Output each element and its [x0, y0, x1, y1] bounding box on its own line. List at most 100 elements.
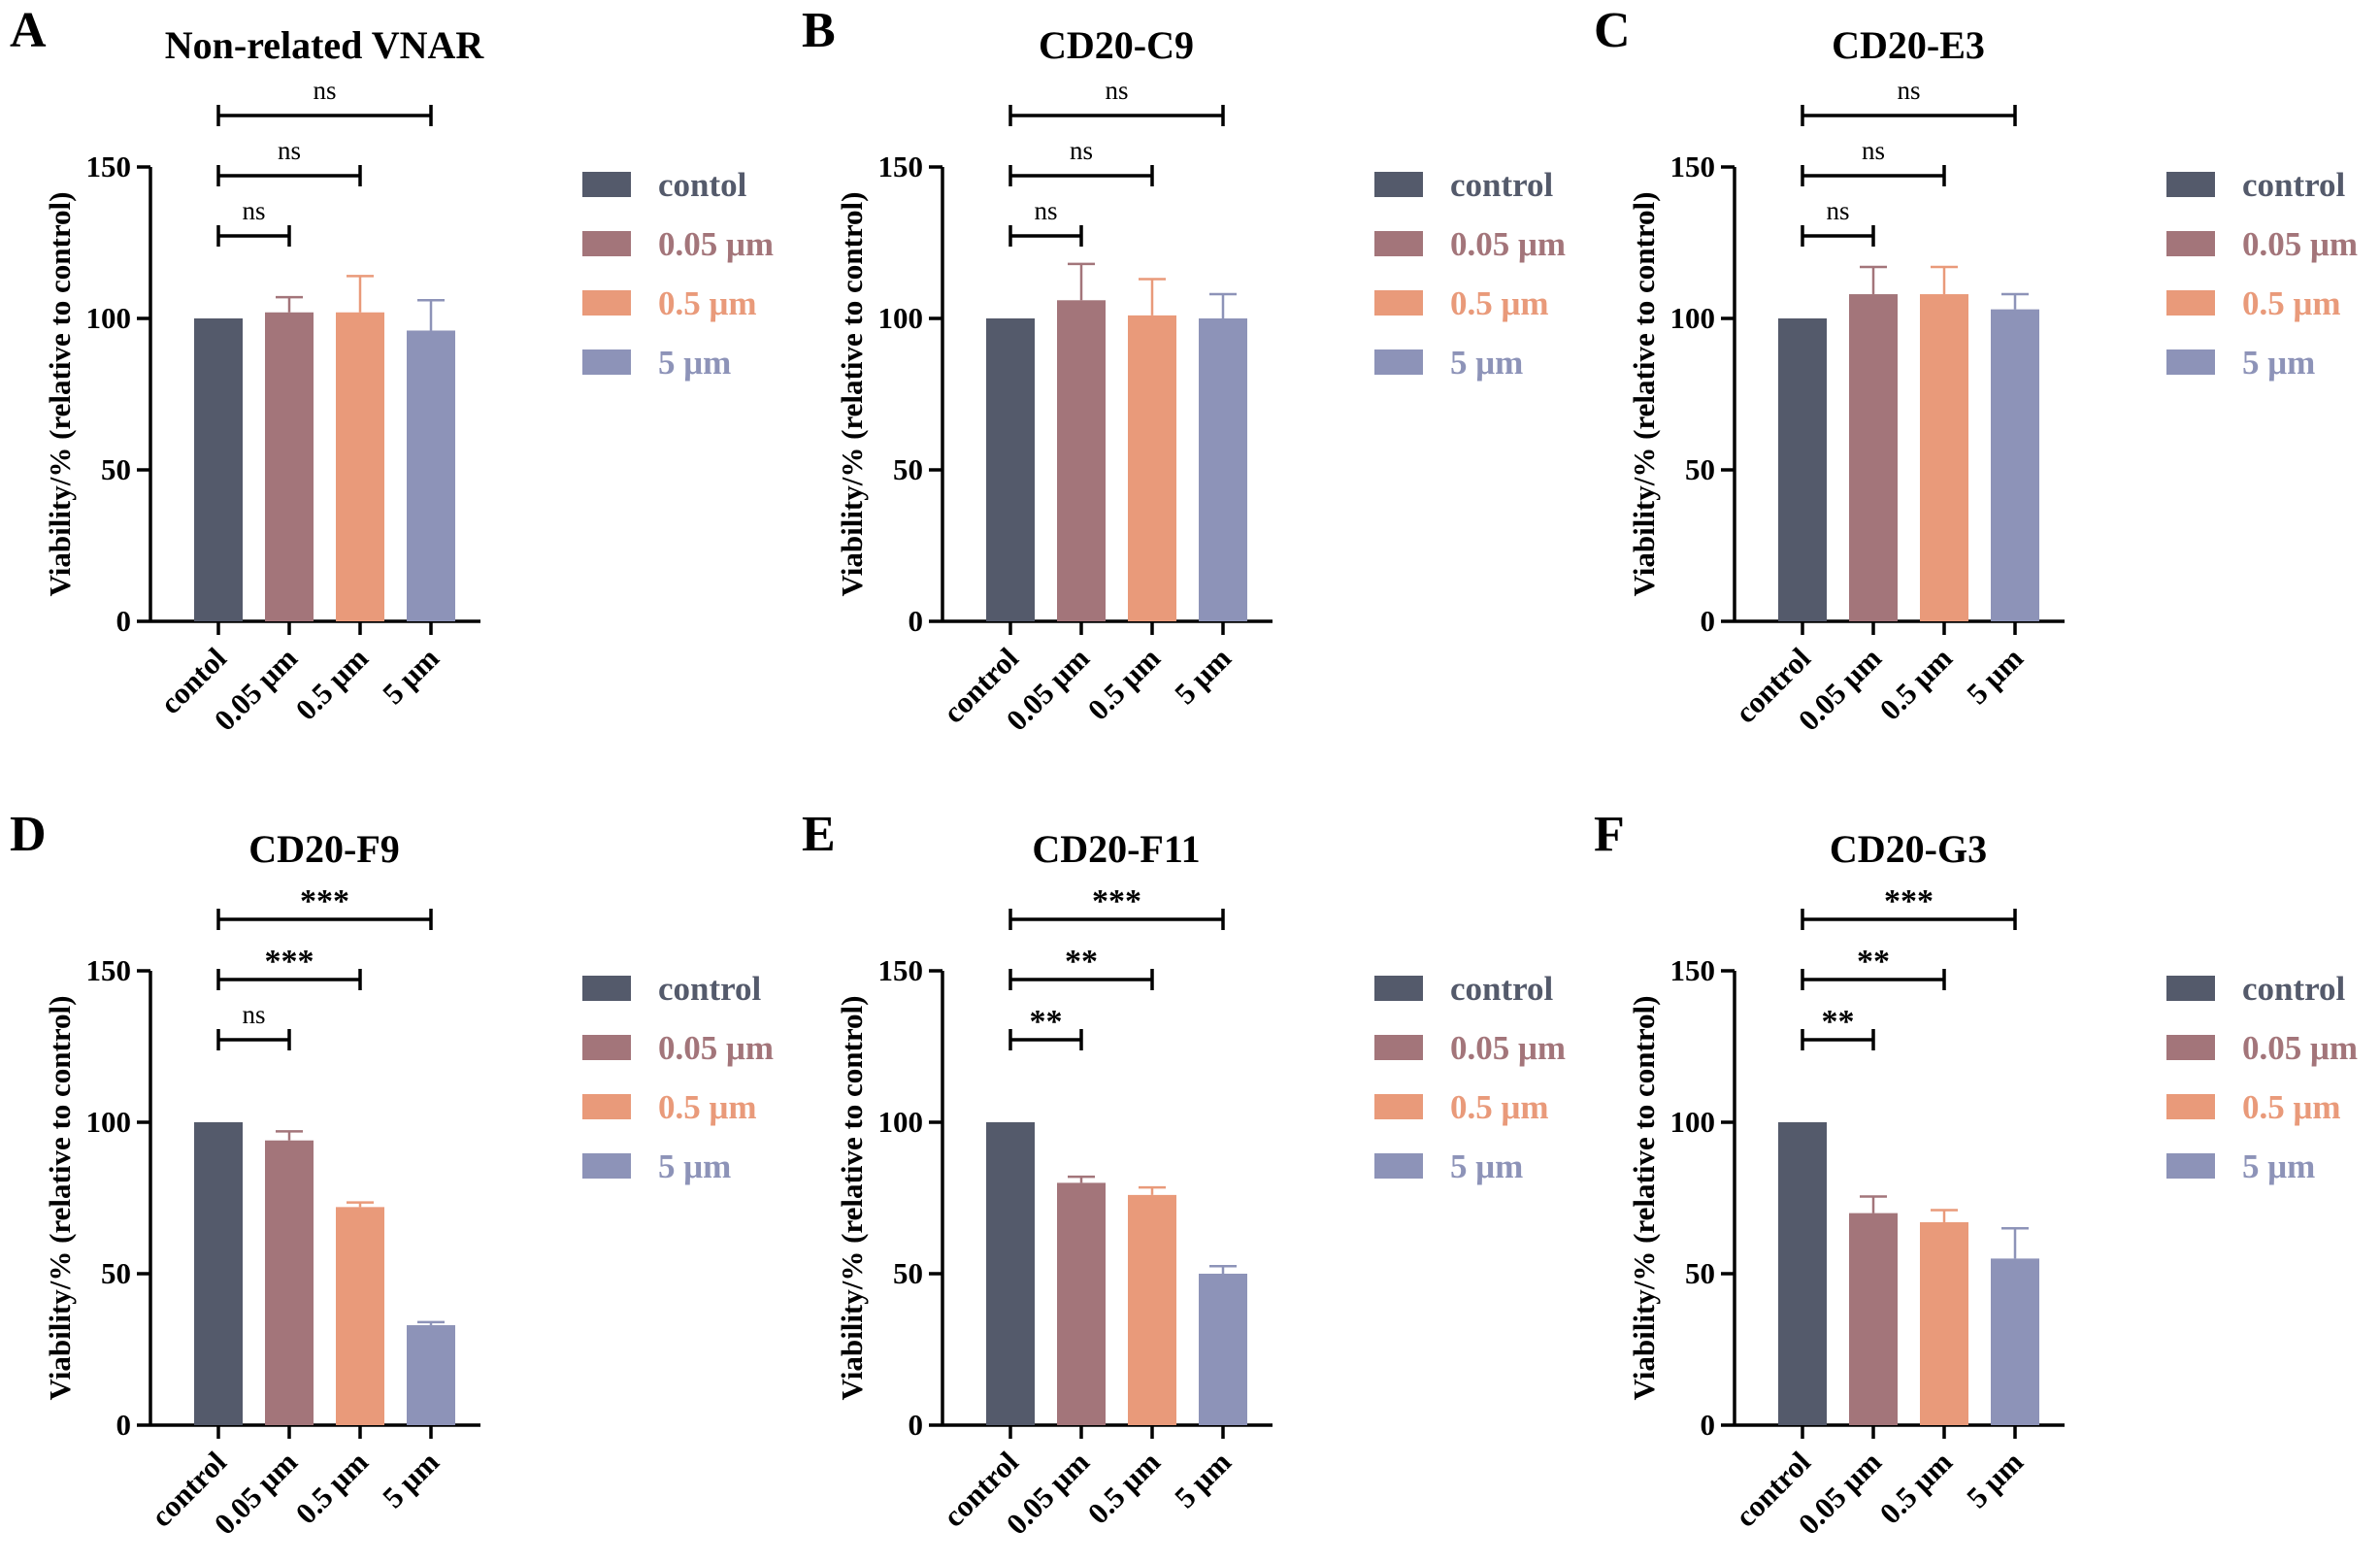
- y-tick-label: 50: [101, 452, 131, 486]
- legend-swatch: [1374, 231, 1423, 256]
- x-tick-label: 5 μm: [1168, 641, 1238, 711]
- y-tick-label: 150: [878, 150, 924, 183]
- significance-label: ns: [1826, 196, 1849, 225]
- y-tick-label: 100: [1670, 1105, 1716, 1139]
- bar: [407, 330, 455, 621]
- x-tick-label: 5 μm: [376, 1445, 446, 1514]
- significance-label: ns: [1034, 196, 1057, 225]
- chart-title: CD20-F11: [1032, 827, 1200, 871]
- legend-label: 0.05 μm: [1450, 225, 1566, 263]
- chart-title: CD20-G3: [1830, 827, 1987, 871]
- significance-label: ***: [1092, 883, 1141, 919]
- legend-swatch: [2166, 1035, 2215, 1060]
- legend-swatch: [2166, 172, 2215, 197]
- legend-swatch: [1374, 1153, 1423, 1179]
- bar: [1778, 1122, 1827, 1425]
- bar: [986, 1122, 1035, 1425]
- legend-swatch: [2166, 1094, 2215, 1119]
- legend-swatch: [1374, 1094, 1423, 1119]
- y-axis-label: Viability/% (relative to control): [1627, 996, 1661, 1401]
- chart-panel-d: D CD20-F9 Viability/% (relative to control…: [10, 807, 774, 1541]
- legend-label: 0.5 μm: [2242, 284, 2341, 322]
- significance-label: ns: [1862, 136, 1885, 165]
- legend-swatch: [582, 1094, 631, 1119]
- bar: [1849, 1213, 1898, 1425]
- significance-label: **: [1857, 944, 1890, 980]
- y-tick-label: 150: [878, 953, 924, 987]
- legend-label: 5 μm: [658, 344, 731, 382]
- legend-swatch: [2166, 290, 2215, 316]
- bar: [265, 312, 314, 621]
- y-tick-label: 150: [1670, 953, 1716, 987]
- legend-label: control: [2242, 970, 2346, 1008]
- y-axis-label: Viability/% (relative to control): [1627, 192, 1661, 597]
- legend-label: 0.05 μm: [1450, 1029, 1566, 1067]
- x-tick-label: 5 μm: [1960, 641, 2030, 711]
- y-tick-label: 0: [116, 604, 132, 638]
- y-tick-label: 150: [86, 953, 132, 987]
- x-tick-label: 0.5 μm: [1081, 641, 1167, 726]
- x-tick-label: 5 μm: [1960, 1445, 2030, 1514]
- bar: [194, 318, 243, 621]
- legend-label: 0.05 μm: [2242, 1029, 2358, 1067]
- bar: [336, 312, 384, 621]
- chart-panel-c: C CD20-E3 Viability/% (relative to control…: [1594, 3, 2358, 737]
- legend-label: 0.5 μm: [1450, 284, 1549, 322]
- legend-swatch: [582, 231, 631, 256]
- panel-letter: C: [1594, 3, 1631, 58]
- legend-label: control: [2242, 166, 2346, 204]
- panel-letter: D: [10, 807, 47, 862]
- legend-swatch: [582, 290, 631, 316]
- panel-letter: F: [1594, 807, 1625, 862]
- significance-label: ns: [242, 196, 265, 225]
- chart-panel-a: A Non-related VNAR Viability/% (relative t…: [10, 3, 774, 737]
- chart-title: CD20-E3: [1832, 23, 1985, 67]
- y-axis-label: Viability/% (relative to control): [835, 192, 869, 597]
- y-tick-label: 50: [893, 452, 923, 486]
- legend-label: 0.5 μm: [2242, 1088, 2341, 1126]
- significance-label: **: [1065, 944, 1098, 980]
- legend-label: 0.5 μm: [658, 284, 757, 322]
- y-tick-label: 0: [116, 1408, 132, 1442]
- bar: [1128, 315, 1176, 621]
- bar: [1920, 1221, 1968, 1425]
- legend-swatch: [582, 1035, 631, 1060]
- legend-label: contol: [658, 166, 747, 204]
- x-tick-label: 0.5 μm: [1873, 641, 1959, 726]
- bar: [1057, 300, 1106, 621]
- legend-label: 0.5 μm: [658, 1088, 757, 1126]
- bar: [1057, 1182, 1106, 1425]
- chart-panel-e: E CD20-F11 Viability/% (relative to contro…: [802, 807, 1566, 1541]
- y-axis-label: Viability/% (relative to control): [835, 996, 869, 1401]
- y-tick-label: 100: [86, 1105, 132, 1139]
- significance-label: ***: [265, 944, 314, 980]
- legend-label: 5 μm: [658, 1147, 731, 1185]
- panel-letter: A: [10, 3, 47, 58]
- legend-swatch: [1374, 1035, 1423, 1060]
- chart-panel-f: F CD20-G3 Viability/% (relative to control…: [1594, 807, 2358, 1541]
- chart-title: CD20-F9: [248, 827, 400, 871]
- y-tick-label: 100: [1670, 301, 1716, 335]
- x-tick-label: 5 μm: [376, 641, 446, 711]
- bar: [265, 1140, 314, 1425]
- y-tick-label: 0: [1701, 1408, 1716, 1442]
- legend-swatch: [1374, 172, 1423, 197]
- y-tick-label: 50: [1685, 452, 1715, 486]
- bar: [1920, 294, 1968, 621]
- legend-swatch: [582, 349, 631, 375]
- bar: [1199, 1274, 1247, 1425]
- x-tick-label: 0.5 μm: [1081, 1445, 1167, 1530]
- y-tick-label: 150: [1670, 150, 1716, 183]
- legend-swatch: [582, 172, 631, 197]
- legend-swatch: [2166, 231, 2215, 256]
- legend-label: 0.05 μm: [658, 1029, 774, 1067]
- legend-swatch: [582, 976, 631, 1001]
- chart-title: CD20-C9: [1039, 23, 1194, 67]
- y-axis-label: Viability/% (relative to control): [43, 996, 77, 1401]
- x-tick-label: 0.5 μm: [289, 1445, 375, 1530]
- significance-label: ns: [1897, 76, 1920, 105]
- legend-label: 5 μm: [2242, 344, 2315, 382]
- chart-panel-b: B CD20-C9 Viability/% (relative to control…: [802, 3, 1566, 737]
- legend-label: control: [1450, 970, 1554, 1008]
- legend-label: 5 μm: [1450, 1147, 1523, 1185]
